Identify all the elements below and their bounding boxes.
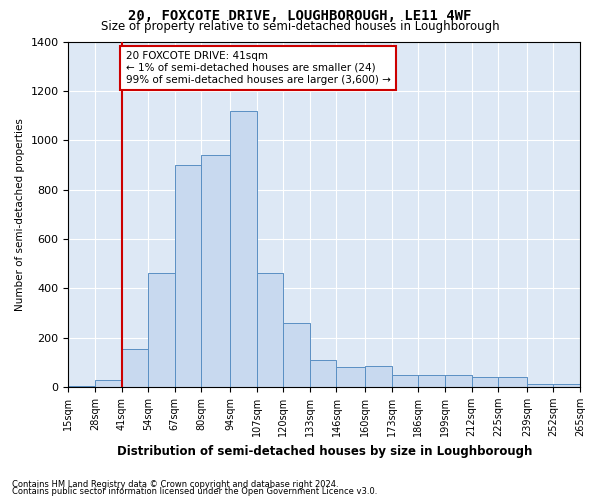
Text: 20 FOXCOTE DRIVE: 41sqm
← 1% of semi-detached houses are smaller (24)
99% of sem: 20 FOXCOTE DRIVE: 41sqm ← 1% of semi-det… [126,52,391,84]
Bar [230,110,257,387]
Bar [418,374,445,387]
Bar [202,155,230,387]
Text: Contains public sector information licensed under the Open Government Licence v3: Contains public sector information licen… [12,487,377,496]
Text: 20, FOXCOTE DRIVE, LOUGHBOROUGH, LE11 4WF: 20, FOXCOTE DRIVE, LOUGHBOROUGH, LE11 4W… [128,9,472,23]
Bar [472,377,498,387]
Text: Size of property relative to semi-detached houses in Loughborough: Size of property relative to semi-detach… [101,20,499,33]
Bar [527,384,553,387]
Bar [310,360,337,387]
Bar [553,384,580,387]
X-axis label: Distribution of semi-detached houses by size in Loughborough: Distribution of semi-detached houses by … [116,444,532,458]
Bar [257,274,283,387]
Bar [498,377,527,387]
Bar [175,165,202,387]
Bar [148,274,175,387]
Bar [95,380,122,387]
Bar [68,386,95,387]
Bar [392,374,418,387]
Text: Contains HM Land Registry data © Crown copyright and database right 2024.: Contains HM Land Registry data © Crown c… [12,480,338,489]
Bar [445,374,472,387]
Bar [122,348,148,387]
Bar [365,366,392,387]
Y-axis label: Number of semi-detached properties: Number of semi-detached properties [15,118,25,310]
Bar [283,323,310,387]
Bar [337,367,365,387]
